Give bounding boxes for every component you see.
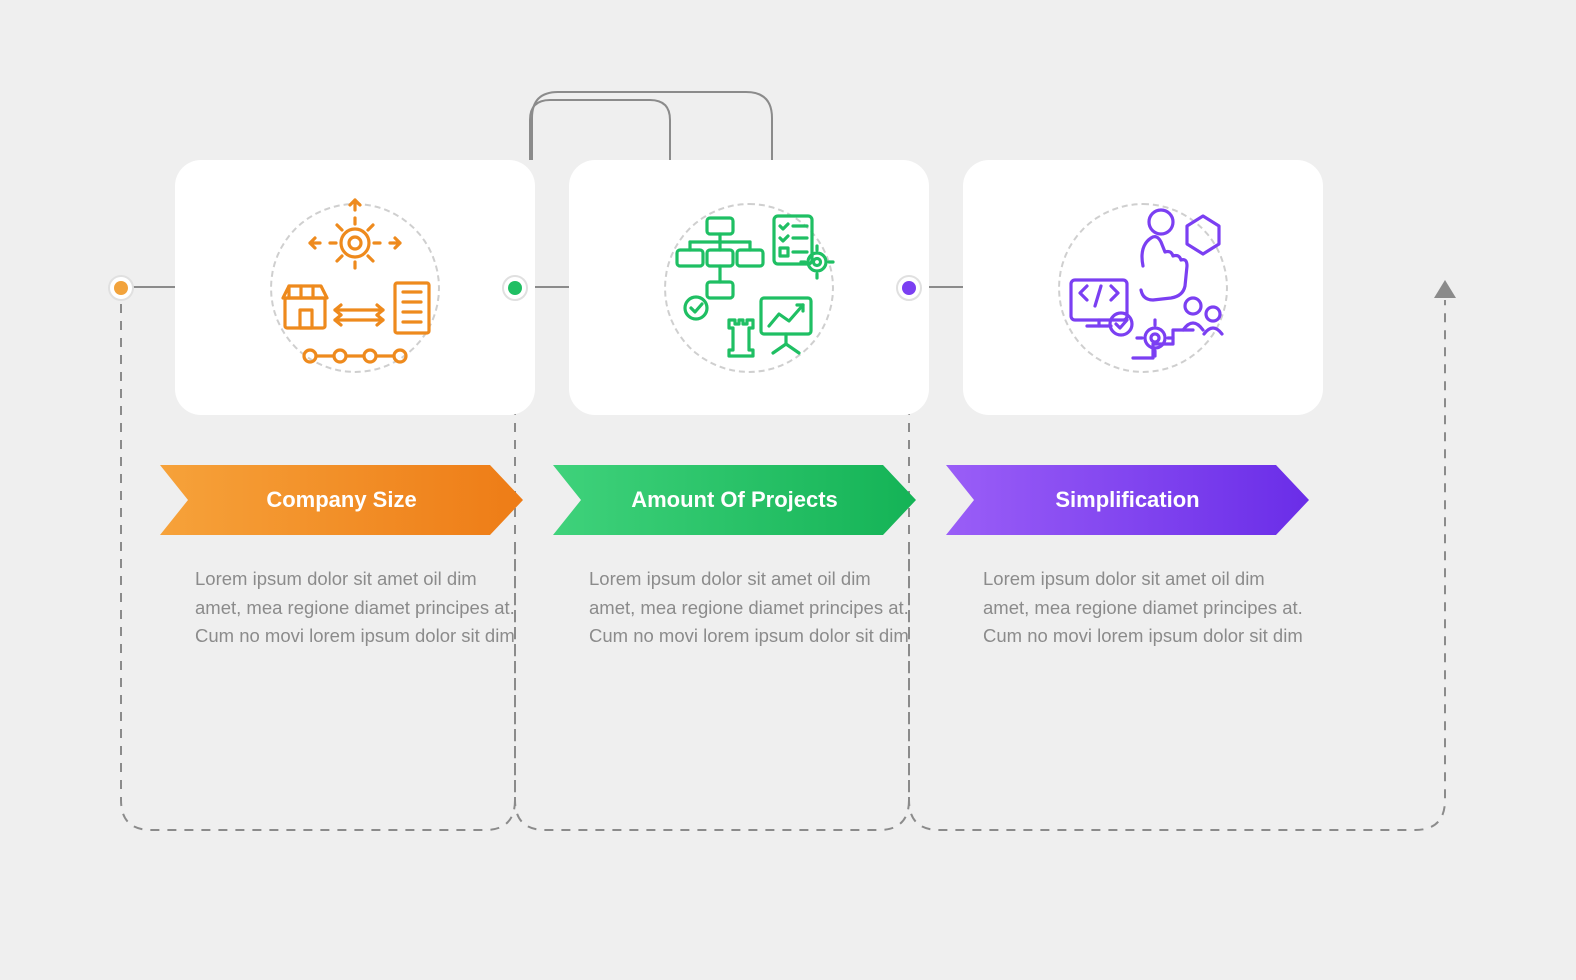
projects-icon [644,183,854,393]
card-amount-of-projects [569,160,929,415]
banner-label: Simplification [1055,487,1199,513]
company-size-icon [250,183,460,393]
step-dot-inner [114,281,128,295]
banner-label: Amount Of Projects [631,487,838,513]
flow-end-arrowhead [1434,280,1456,298]
step-dot-amount-of-projects [502,275,528,301]
step-dot-simplification [896,275,922,301]
step-dot-company-size [108,275,134,301]
descriptions-row: Lorem ipsum dolor sit amet oil dim amet,… [195,565,1303,651]
banner-company-size: Company Size [160,465,523,535]
desc-company-size: Lorem ipsum dolor sit amet oil dim amet,… [195,565,515,651]
card-simplification [963,160,1323,415]
simplification-icon [1038,183,1248,393]
step-dot-inner [902,281,916,295]
arrow-banners-row: Company Size Amount Of Projects Simplifi… [160,465,1309,535]
desc-amount-of-projects: Lorem ipsum dolor sit amet oil dim amet,… [589,565,909,651]
infographic-canvas: Company Size Amount Of Projects Simplifi… [0,0,1576,980]
card-company-size [175,160,535,415]
banner-amount-of-projects: Amount Of Projects [553,465,916,535]
banner-label: Company Size [266,487,416,513]
icon-cards-row [175,160,1323,415]
banner-simplification: Simplification [946,465,1309,535]
desc-simplification: Lorem ipsum dolor sit amet oil dim amet,… [983,565,1303,651]
step-dot-inner [508,281,522,295]
